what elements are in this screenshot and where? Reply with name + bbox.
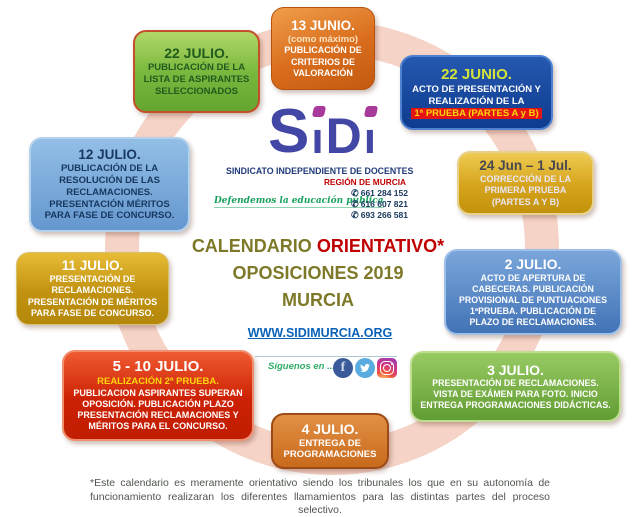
website-link[interactable]: WWW.SIDIMURCIA.ORG [247, 326, 393, 340]
title-line2: OPOSICIONES 2019 [232, 263, 404, 283]
phone-number: 693 266 581 [360, 210, 408, 220]
event-date: 22 JULIO. [164, 45, 229, 62]
title-main: CALENDARIO [191, 236, 312, 256]
event-date: 5 - 10 JULIO. [112, 358, 204, 376]
event-subtitle: (como máximo) [287, 34, 359, 46]
event-box-3-julio: 3 JULIO. PRESENTACIÓN DE RECLAMACIONES. … [410, 351, 621, 422]
social-divider [255, 356, 397, 357]
event-date: 11 JULIO. [61, 257, 124, 273]
org-tagline: Defendemos la educación pública [214, 196, 384, 208]
phone-icon: ✆ [351, 199, 359, 209]
event-date: 13 JUNIO. [291, 17, 355, 33]
event-box-2-julio: 2 JULIO. ACTO DE APERTURA DE CABECERAS. … [444, 249, 622, 335]
event-body: PUBLICACIÓN DE LA LISTA DE ASPIRANTES SE… [143, 62, 250, 97]
org-region: REGIÓN DE MURCIA [323, 177, 406, 187]
event-box-12-julio: 12 JULIO. PUBLICACIÓN DE LA RESOLUCIÓN D… [29, 137, 190, 232]
event-date: 12 JULIO. [78, 146, 141, 162]
event-highlight: 1ª PRUEBA (PARTES A y B) [411, 108, 542, 120]
phone-icon: ✆ [351, 188, 359, 198]
logo-letter: S [268, 96, 312, 166]
event-box-22-julio: 22 JULIO. PUBLICACIÓN DE LA LISTA DE ASP… [133, 30, 260, 113]
follow-us-label: Síguenos en ... [268, 361, 336, 372]
event-subtitle: REALIZACIÓN 2ª PRUEBA. [97, 376, 219, 388]
event-date: 22 JUNIO. [441, 65, 512, 83]
event-box-13-junio: 13 JUNIO. (como máximo) PUBLICACIÓN DE C… [271, 7, 375, 90]
event-box-5-10-julio: 5 - 10 JULIO. REALIZACIÓN 2ª PRUEBA. PUB… [62, 350, 254, 441]
event-box-24jun-1jul: 24 Jun – 1 Jul. CORRECCIÓN DE LA PRIMERA… [457, 151, 594, 215]
logo-letter: D [325, 107, 364, 164]
event-box-22-junio: 22 JUNIO. ACTO DE PRESENTACIÓN Y REALIZA… [400, 55, 553, 130]
instagram-icon[interactable] [377, 358, 397, 378]
event-date: 2 JULIO. [504, 256, 562, 273]
phone-list: ✆ 661 284 152 ✆ 616 607 821 ✆ 693 266 58… [336, 188, 408, 221]
event-body: ACTO DE APERTURA DE CABECERAS. PUBLICACI… [459, 272, 607, 327]
event-date: 24 Jun – 1 Jul. [479, 158, 572, 174]
phone-number: 661 284 152 [360, 188, 408, 198]
main-title: CALENDARIO ORIENTATIVO* OPOSICIONES 2019… [170, 233, 466, 314]
phone-row: ✆ 693 266 581 [336, 210, 408, 221]
event-body: PUBLICACIÓN DE CRITERIOS DE VALORACIÓN [284, 45, 362, 78]
event-date: 3 JULIO. [487, 361, 544, 378]
phone-row: ✆ 616 607 821 [336, 199, 408, 210]
event-body: PUBLICACION ASPIRANTES SUPERAN OPOSICIÓN… [73, 387, 243, 432]
title-accent: ORIENTATIVO* [316, 236, 445, 256]
event-body: CORRECCIÓN DE LA PRIMERA PRUEBA (PARTES … [479, 174, 571, 207]
phone-icon: ✆ [351, 210, 359, 220]
event-box-11-julio: 11 JULIO. PRESENTACIÓN DE RECLAMACIONES.… [16, 252, 169, 325]
logo-letter: ı [363, 114, 378, 164]
instagram-flash-dot [390, 362, 393, 365]
org-name: SINDICATO INDEPENDIENTE DE DOCENTES [226, 166, 414, 176]
phone-number: 616 607 821 [360, 199, 408, 209]
event-body: PRESENTACIÓN DE RECLAMACIONES. VISTA DE … [420, 378, 611, 411]
event-date: 4 JULIO. [301, 420, 359, 437]
logo-letter: ı [311, 114, 326, 164]
facebook-letter: f [340, 360, 346, 375]
social-icons: f [333, 358, 397, 378]
event-body: ENTREGA DE PROGRAMACIONES [283, 437, 377, 461]
twitter-icon[interactable] [355, 358, 375, 378]
phone-row: ✆ 661 284 152 [336, 188, 408, 199]
event-body: PRESENTACIÓN DE RECLAMACIONES. PRESENTAC… [27, 274, 158, 318]
footnote-text: *Este calendario es meramente orientativ… [90, 477, 550, 517]
event-body: ACTO DE PRESENTACIÓN Y REALIZACIÓN DE LA [412, 83, 541, 107]
event-box-4-julio: 4 JULIO. ENTREGA DE PROGRAMACIONES [271, 413, 389, 469]
facebook-icon[interactable]: f [333, 358, 353, 378]
event-body: PUBLICACIÓN DE LA RESOLUCIÓN DE LAS RECL… [44, 162, 175, 222]
title-line3: MURCIA [282, 290, 354, 310]
